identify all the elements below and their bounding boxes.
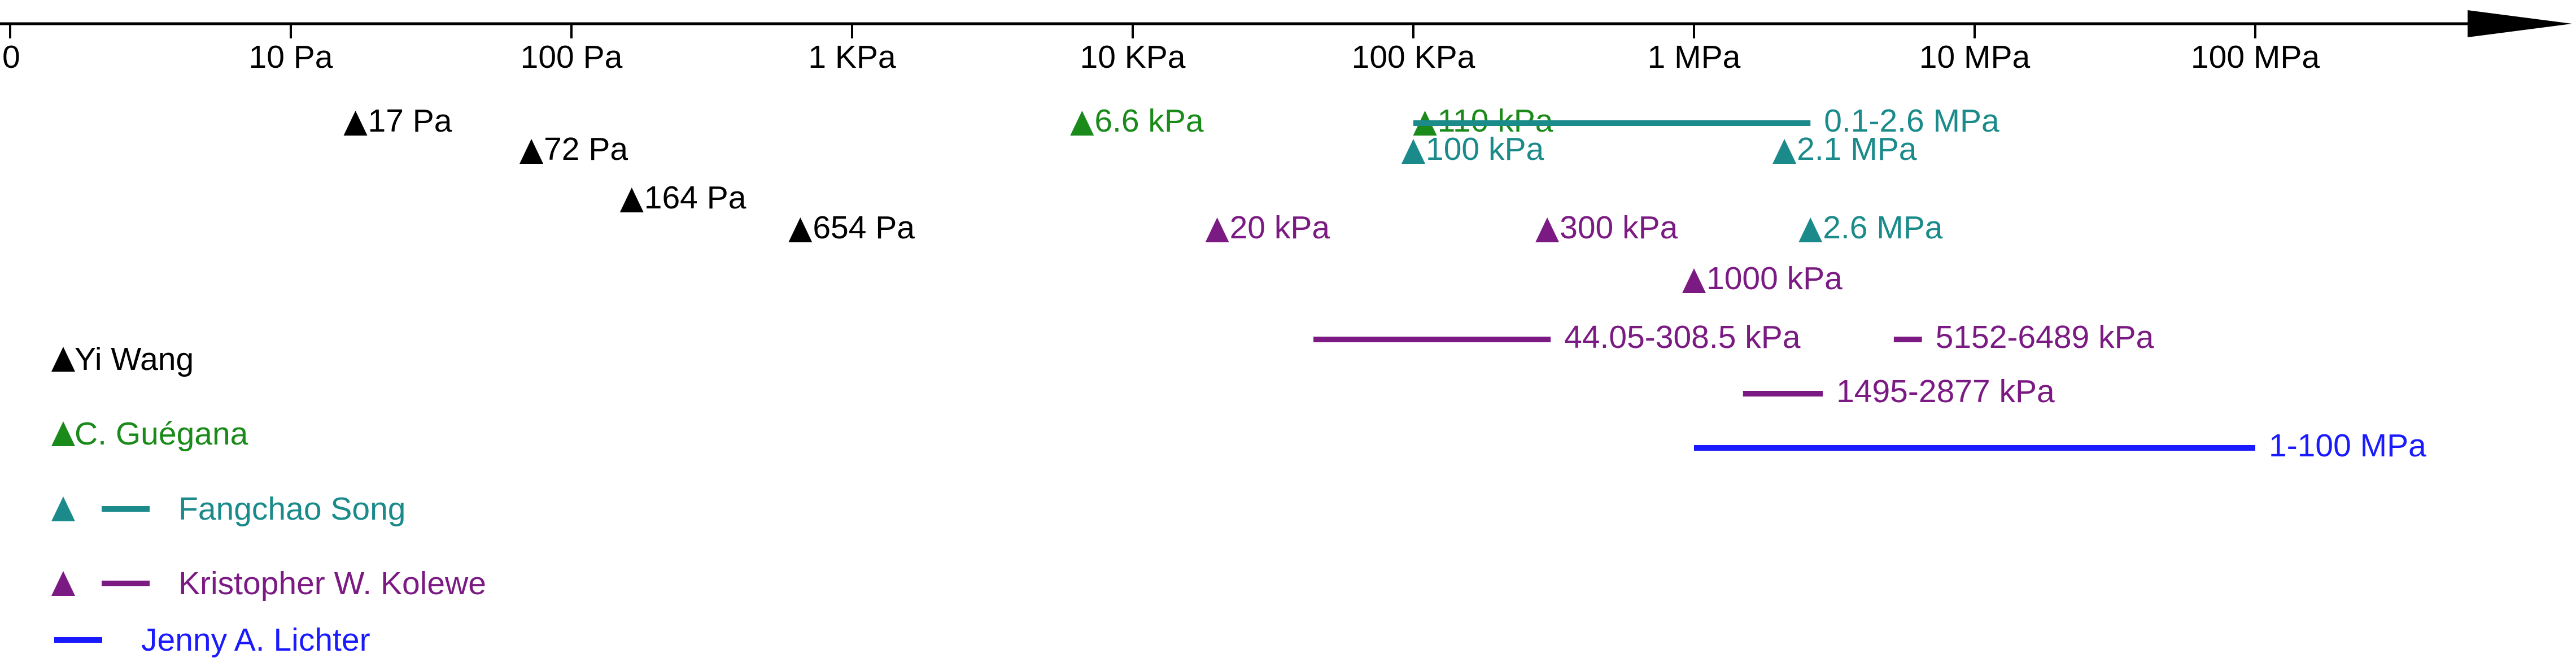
data-point-triangle: [1070, 111, 1094, 136]
data-point-label: 2.6 MPa: [1823, 210, 1943, 246]
series-jenny-a-lichter: 1-100 MPa: [1694, 428, 2426, 464]
legend-item-jenny-a-lichter: Jenny A. Lichter: [54, 622, 370, 658]
data-point-label: 164 Pa: [644, 180, 746, 216]
data-point-label: 17 Pa: [368, 103, 452, 139]
legend: Yi Wang C. Guégana Fangchao Song Kristopher…: [51, 341, 486, 658]
x-tick-label: 100 Pa: [521, 39, 623, 75]
series-yi-wang: 17 Pa 72 Pa 164 Pa 654 Pa: [343, 103, 915, 246]
data-point-triangle: [788, 217, 813, 242]
data-point-label: 20 kPa: [1230, 210, 1330, 246]
data-point-triangle: [1535, 217, 1560, 242]
x-axis-arrow-icon: [2468, 10, 2572, 37]
legend-triangle-icon: [51, 496, 75, 521]
data-point-label: 300 kPa: [1560, 210, 1678, 246]
legend-label: C. Guégana: [75, 416, 248, 452]
range-label: 0.1-2.6 MPa: [1824, 103, 1999, 139]
x-tick-label: 10 Pa: [249, 39, 333, 75]
x-tick-label: 0: [2, 39, 20, 75]
x-tick-label: 100 KPa: [1352, 39, 1475, 75]
legend-triangle-icon: [51, 421, 75, 446]
x-tick-label: 100 MPa: [2191, 39, 2320, 75]
data-point-label: 654 Pa: [813, 210, 915, 246]
x-axis: [0, 10, 2572, 37]
legend-item-yi-wang: Yi Wang: [51, 341, 194, 377]
data-point-triangle: [1205, 217, 1229, 242]
legend-label: Yi Wang: [75, 341, 194, 377]
data-point-triangle: [1798, 217, 1823, 242]
data-point-triangle: [1401, 139, 1425, 164]
data-point-triangle: [619, 188, 644, 212]
legend-label: Kristopher W. Kolewe: [178, 565, 486, 602]
data-point-label: 72 Pa: [544, 131, 628, 167]
legend-item-fangchao-song: Fangchao Song: [51, 491, 405, 527]
data-point-label: 2.1 MPa: [1797, 131, 1917, 167]
legend-triangle-icon: [51, 347, 75, 372]
legend-label: Fangchao Song: [178, 491, 405, 527]
legend-item-c-guegana: C. Guégana: [51, 416, 248, 452]
series-fangchao-song: 100 kPa 2.1 MPa 2.6 MPa 0.1-2.6 MPa: [1401, 103, 1999, 246]
x-tick-label: 10 KPa: [1080, 39, 1186, 75]
series-kristopher-w-kolewe: 20 kPa 300 kPa 1000 kPa 44.05-308.5 kPa 5152…: [1205, 210, 2154, 409]
x-tick-label: 1 KPa: [808, 39, 896, 75]
legend-triangle-icon: [51, 571, 75, 596]
range-label: 1495-2877 kPa: [1836, 373, 2055, 409]
legend-item-kristopher-w-kolewe: Kristopher W. Kolewe: [51, 565, 486, 602]
range-label: 5152-6489 kPa: [1936, 319, 2154, 355]
x-axis-ticks: 0 10 Pa 100 Pa 1 KPa 10 KPa 100 KPa 1 MPa 10 MP…: [2, 24, 2320, 75]
data-point-triangle: [343, 111, 368, 136]
range-label: 44.05-308.5 kPa: [1564, 319, 1801, 355]
data-point-triangle: [1682, 268, 1706, 293]
data-point-triangle: [1772, 139, 1797, 164]
legend-label: Jenny A. Lichter: [141, 622, 370, 658]
x-tick-label: 10 MPa: [1919, 39, 2031, 75]
x-tick-label: 1 MPa: [1648, 39, 1741, 75]
range-label: 1-100 MPa: [2269, 428, 2426, 464]
data-point-label: 6.6 kPa: [1094, 103, 1204, 139]
data-point-label: 1000 kPa: [1706, 260, 1843, 297]
data-point-triangle: [519, 139, 544, 164]
data-point-label: 100 kPa: [1426, 131, 1544, 167]
